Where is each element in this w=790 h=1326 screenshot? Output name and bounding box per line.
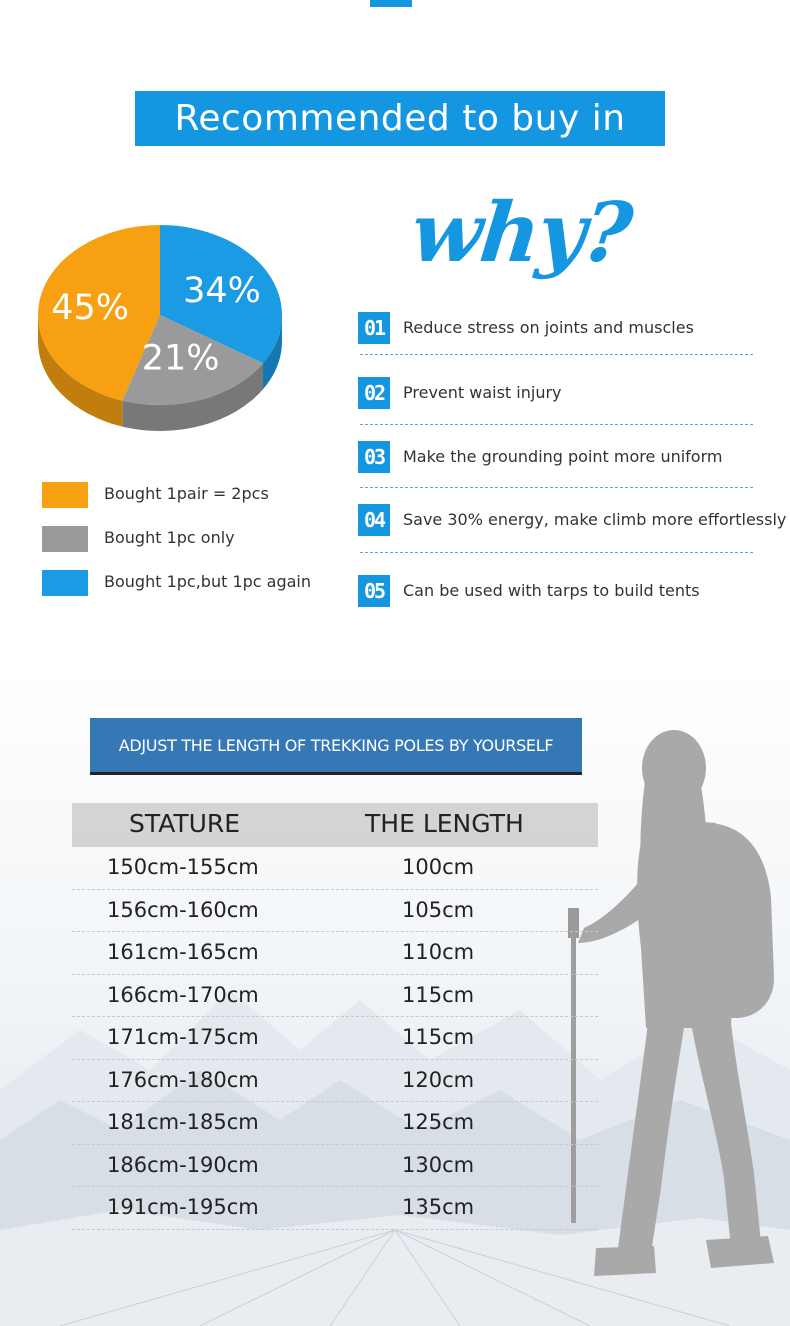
stature-cell: 150cm-155cm xyxy=(107,855,259,879)
adjust-length-title: ADJUST THE LENGTH OF TREKKING POLES BY Y… xyxy=(118,736,554,755)
table-row: 176cm-180cm 120cm xyxy=(72,1060,598,1102)
reason-item: 03 Make the grounding point more uniform xyxy=(358,441,778,475)
table-row: 181cm-185cm 125cm xyxy=(72,1102,598,1145)
stature-cell: 156cm-160cm xyxy=(107,897,259,922)
table-row: 161cm-165cm 110cm xyxy=(72,932,598,975)
pie-slice xyxy=(122,315,264,405)
adjust-length-banner: ADJUST THE LENGTH OF TREKKING POLES BY Y… xyxy=(90,718,582,775)
length-cell: 105cm xyxy=(402,897,475,922)
length-table: STATURE THE LENGTH 150cm-155cm 100cm 156cm… xyxy=(72,803,598,1230)
reason-number: 04 xyxy=(358,504,390,536)
reason-text: Reduce stress on joints and muscles xyxy=(403,318,694,337)
table-row: 150cm-155cm 100cm xyxy=(72,847,598,890)
length-cell: 120cm xyxy=(402,1067,475,1092)
reason-number: 02 xyxy=(358,377,390,409)
length-cell: 115cm xyxy=(402,982,475,1007)
table-row: 171cm-175cm 115cm xyxy=(72,1017,598,1060)
pie-slice-label: 45% xyxy=(51,288,129,328)
reason-item: 04 Save 30% energy, make climb more effo… xyxy=(358,504,786,538)
pie-slice xyxy=(37,225,160,401)
stature-cell: 186cm-190cm xyxy=(107,1152,259,1177)
length-cell: 110cm xyxy=(402,940,475,964)
column-header-stature: STATURE xyxy=(129,809,241,838)
stature-cell: 166cm-170cm xyxy=(107,982,259,1007)
table-row: 166cm-170cm 115cm xyxy=(72,975,598,1017)
reason-number: 01 xyxy=(358,312,390,344)
reason-number: 05 xyxy=(358,575,390,607)
pie-slice-side xyxy=(38,315,123,427)
why-heading: why? xyxy=(406,185,635,281)
dashed-divider xyxy=(360,487,753,488)
stature-cell: 181cm-185cm xyxy=(107,1110,259,1134)
pie-slice-side xyxy=(122,363,264,431)
legend-swatch xyxy=(42,526,88,552)
dashed-divider xyxy=(360,552,753,553)
stature-cell: 191cm-195cm xyxy=(107,1195,259,1219)
length-cell: 125cm xyxy=(402,1110,475,1134)
legend-label: Bought 1pair = 2pcs xyxy=(104,484,269,503)
pie-slice-side xyxy=(263,315,282,390)
reason-item: 05 Can be used with tarps to build tents xyxy=(358,575,778,609)
reason-number: 03 xyxy=(358,441,390,473)
pie-slice-label: 34% xyxy=(183,271,261,311)
reason-item: 02 Prevent waist injury xyxy=(358,377,778,411)
length-cell: 100cm xyxy=(402,855,475,879)
stature-cell: 171cm-175cm xyxy=(107,1025,259,1049)
length-cell: 115cm xyxy=(402,1025,475,1049)
reason-text: Save 30% energy, make climb more effortl… xyxy=(403,510,787,529)
legend-label: Bought 1pc,but 1pc again xyxy=(104,572,312,591)
top-decorative-tab xyxy=(370,0,412,7)
legend-swatch xyxy=(42,570,88,596)
table-header-row: STATURE THE LENGTH xyxy=(72,803,598,847)
hiker-silhouette xyxy=(568,730,774,1276)
reason-text: Make the grounding point more uniform xyxy=(403,447,723,466)
length-cell: 135cm xyxy=(402,1195,475,1219)
recommend-banner: Recommended to buy in pairs xyxy=(135,91,665,194)
reason-text: Can be used with tarps to build tents xyxy=(403,581,700,600)
reason-text: Prevent waist injury xyxy=(403,383,562,402)
table-row: 186cm-190cm 130cm xyxy=(72,1145,598,1187)
pie-chart: 34% 21% 45% xyxy=(37,225,282,431)
legend-swatch xyxy=(42,482,88,508)
dashed-divider xyxy=(360,424,753,425)
reason-item: 01 Reduce stress on joints and muscles xyxy=(358,312,778,346)
dashed-divider xyxy=(360,354,753,355)
table-row: 191cm-195cm 135cm xyxy=(72,1187,598,1230)
stature-cell: 161cm-165cm xyxy=(107,940,259,964)
pie-slice-label: 21% xyxy=(142,338,220,378)
stature-cell: 176cm-180cm xyxy=(107,1067,259,1092)
length-cell: 130cm xyxy=(402,1152,475,1177)
legend-label: Bought 1pc only xyxy=(104,528,235,547)
column-header-length: THE LENGTH xyxy=(365,809,524,838)
pie-slice xyxy=(160,225,282,364)
table-row: 156cm-160cm 105cm xyxy=(72,890,598,932)
recommend-banner-title: Recommended to buy in pairs xyxy=(174,98,626,194)
